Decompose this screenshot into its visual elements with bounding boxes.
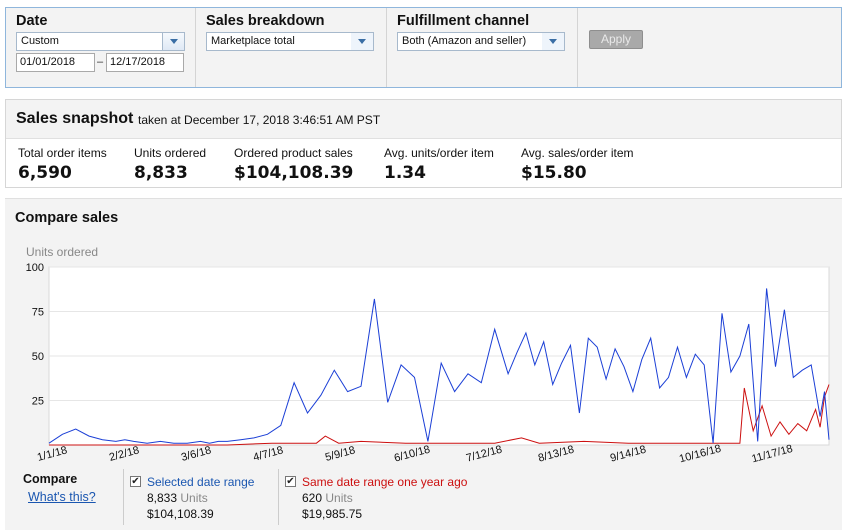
x-tick-label: 1/1/18	[36, 444, 69, 464]
x-tick-label: 7/12/18	[465, 444, 504, 465]
fulfillment-channel-label: Fulfillment channel	[397, 13, 530, 29]
series-line-year-ago	[49, 384, 830, 446]
metric-total-order-items: Total order items 6,590	[18, 146, 107, 183]
snapshot-timestamp: taken at December 17, 2018 3:46:51 AM PS…	[138, 113, 381, 127]
selected-range-units: 8,833 Units	[147, 491, 208, 505]
metric-value: 8,833	[134, 163, 188, 183]
units-label: Units	[325, 491, 353, 505]
chevron-down-icon[interactable]	[542, 33, 564, 50]
date-range-value: Custom	[21, 35, 59, 47]
sales-breakdown-filter: Sales breakdown Marketplace total	[196, 8, 387, 87]
metric-avg-sales-per-order-item: Avg. sales/order item $15.80	[521, 146, 634, 183]
legend-selected-range: ✔ Selected date range 8,833 Units $104,1…	[123, 469, 278, 525]
x-tick-label: 3/6/18	[180, 444, 213, 464]
metric-avg-units-per-order-item: Avg. units/order item 1.34	[384, 146, 494, 183]
snapshot-header: Sales snapshot taken at December 17, 201…	[6, 100, 841, 139]
apply-button[interactable]: Apply	[589, 30, 643, 49]
selected-range-label: Selected date range	[147, 475, 255, 489]
metric-label: Total order items	[18, 146, 107, 160]
metric-units-ordered: Units ordered 8,833	[134, 146, 206, 183]
x-tick-label: 2/2/18	[108, 444, 141, 464]
compare-sales-title: Compare sales	[15, 210, 119, 226]
metric-label: Avg. sales/order item	[521, 146, 634, 160]
date-to-input[interactable]: 12/17/2018	[106, 53, 184, 72]
x-tick-label: 5/9/18	[324, 444, 357, 464]
date-filter-label: Date	[16, 13, 48, 29]
y-tick-label: 75	[32, 307, 44, 319]
whats-this-link[interactable]: What's this?	[28, 490, 96, 504]
fulfillment-channel-filter: Fulfillment channel Both (Amazon and sel…	[387, 8, 578, 87]
chevron-down-icon[interactable]	[162, 33, 184, 50]
selected-range-sales: $104,108.39	[147, 507, 214, 521]
y-tick-label: 100	[26, 262, 44, 274]
units-ordered-chart: Units ordered 100 75 50 25 1/1/18 2/2/18 3/6/…	[26, 245, 830, 466]
x-tick-label: 11/17/18	[750, 443, 794, 465]
selected-range-checkbox[interactable]: ✔	[130, 476, 141, 487]
date-from-input[interactable]: 01/01/2018	[16, 53, 95, 72]
x-tick-label: 9/14/18	[609, 444, 648, 465]
units-label: Units	[180, 491, 208, 505]
x-tick-label: 4/7/18	[252, 444, 285, 464]
chevron-down-icon[interactable]	[351, 33, 373, 50]
x-tick-label: 6/10/18	[393, 444, 432, 465]
y-axis-label: Units ordered	[26, 245, 98, 259]
x-tick-label: 10/16/18	[678, 443, 722, 466]
y-tick-label: 50	[32, 351, 44, 363]
sales-breakdown-label: Sales breakdown	[206, 13, 325, 29]
sales-snapshot-panel: Sales snapshot taken at December 17, 201…	[5, 99, 842, 188]
sales-breakdown-value: Marketplace total	[211, 35, 295, 47]
series-line-selected-range	[48, 288, 830, 444]
fulfillment-channel-value: Both (Amazon and seller)	[402, 35, 527, 47]
metric-label: Avg. units/order item	[384, 146, 494, 160]
metric-label: Ordered product sales	[234, 146, 353, 160]
year-ago-range-sales: $19,985.75	[302, 507, 363, 521]
fulfillment-channel-select[interactable]: Both (Amazon and seller)	[397, 32, 565, 51]
year-ago-range-checkbox[interactable]: ✔	[285, 476, 296, 487]
snapshot-title: Sales snapshot	[16, 110, 134, 127]
y-tick-label: 25	[32, 396, 44, 408]
compare-label: Compare	[23, 472, 78, 486]
year-ago-range-units: 620 Units	[302, 491, 353, 505]
metric-ordered-product-sales: Ordered product sales $104,108.39	[234, 146, 353, 183]
legend-year-ago-range: ✔ Same date range one year ago 620 Units…	[278, 469, 498, 525]
date-filter: Date Custom 01/01/2018 – 12/17/2018	[6, 8, 196, 87]
date-range-separator: –	[97, 56, 104, 68]
metric-label: Units ordered	[134, 146, 207, 160]
metric-value: $104,108.39	[234, 163, 354, 183]
metric-value: 1.34	[384, 163, 426, 183]
date-range-select[interactable]: Custom	[16, 32, 185, 51]
metric-value: 6,590	[18, 163, 72, 183]
compare-sales-panel: Compare sales Units ordered 100 75 50 25 1/…	[5, 198, 842, 530]
x-tick-label: 8/13/18	[537, 444, 576, 465]
units-value: 8,833	[147, 491, 178, 505]
year-ago-range-label: Same date range one year ago	[302, 475, 468, 489]
metric-value: $15.80	[521, 163, 587, 183]
filter-bar: Date Custom 01/01/2018 – 12/17/2018 Sale…	[5, 7, 842, 88]
units-value: 620	[302, 491, 323, 505]
sales-breakdown-select[interactable]: Marketplace total	[206, 32, 374, 51]
